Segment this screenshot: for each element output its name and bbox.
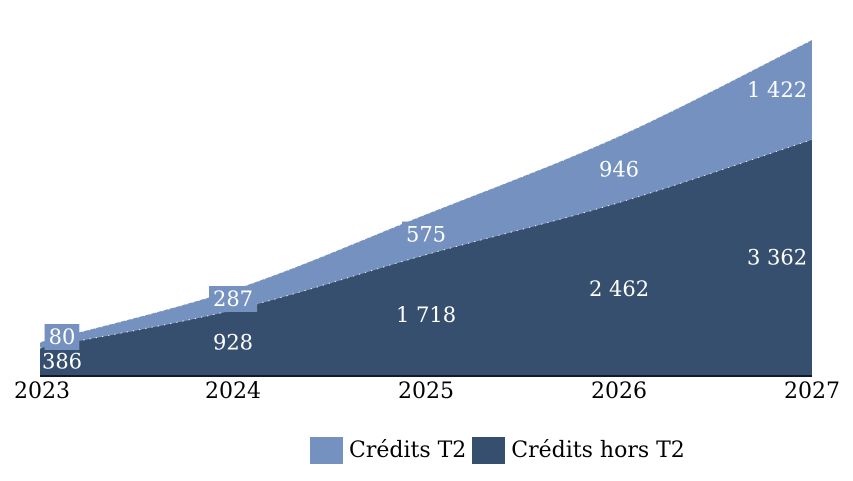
data-label-hors-t2-2023: 386 [42,349,82,373]
x-axis-label-2023: 2023 [14,379,70,404]
x-axis-label-2025: 2025 [398,379,454,404]
data-label-hors-t2-2027: 3 362 [747,245,807,269]
legend-label-credits-hors-t2: Crédits hors T2 [511,438,685,463]
legend-swatch-credits-hors-t2 [472,437,506,464]
data-label-t2-2023-chip [44,324,80,350]
data-label-t2-2023: 80 [49,325,76,349]
data-label-hors-t2-2025: 1 718 [396,303,456,327]
legend-swatch-credits-t2 [310,437,343,464]
legend-item-credits-hors-t2: Crédits hors T2 [472,437,685,464]
data-label-t2-2026: 946 [599,157,639,181]
data-label-t2-2025: 575 [406,223,446,247]
boundary-line-hors-t2 [39,139,813,349]
legend-item-credits-t2: Crédits T2 [310,437,466,464]
chart-legend: Crédits T2 Crédits hors T2 [310,437,685,464]
data-label-t2-2027: 1 422 [747,78,807,102]
data-label-t2-2026-chip [595,156,644,183]
area-credits-hors-t2 [40,139,812,375]
x-axis-line [40,375,812,377]
x-axis-label-2024: 2024 [205,379,261,404]
data-label-t2-2024-chip [209,286,258,312]
data-label-t2-2025-chip [402,221,451,248]
data-label-t2-2024: 287 [213,287,253,311]
legend-label-credits-t2: Crédits T2 [349,438,467,463]
data-label-t2-2027-chip [742,76,811,103]
data-label-hors-t2-2024: 928 [213,331,253,355]
data-label-hors-t2-2026: 2 462 [589,277,649,301]
x-axis-label-2026: 2026 [591,379,647,404]
x-axis-label-2027: 2027 [784,379,840,404]
